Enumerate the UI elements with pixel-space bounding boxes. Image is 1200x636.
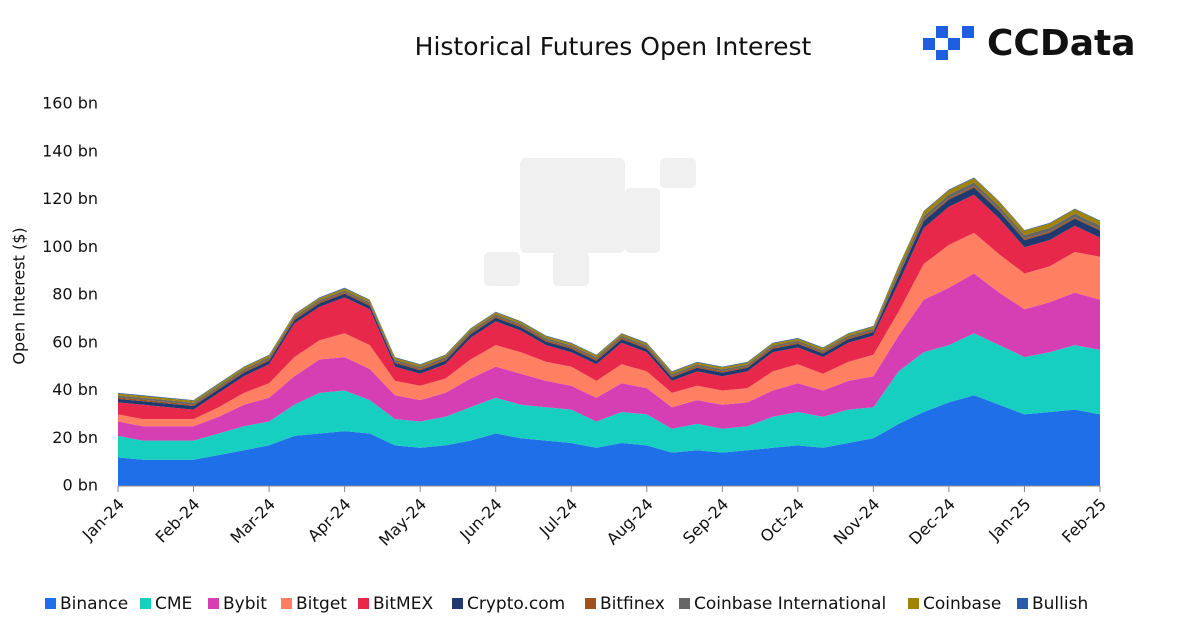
legend-label: Bullish bbox=[1032, 594, 1088, 614]
legend-swatch bbox=[452, 598, 463, 609]
x-tick-label: Mar-24 bbox=[227, 495, 280, 548]
x-tick-label: Nov-24 bbox=[830, 495, 884, 549]
chart-title: Historical Futures Open Interest bbox=[415, 32, 812, 61]
x-tick-label: Jan-25 bbox=[984, 495, 1034, 545]
legend-label: Coinbase bbox=[923, 594, 1001, 614]
legend-label: Bitget bbox=[296, 594, 347, 614]
y-tick-label: 160 bn bbox=[42, 94, 98, 113]
legend-label: Crypto.com bbox=[467, 594, 565, 614]
y-tick-label: 40 bn bbox=[52, 380, 98, 399]
area bbox=[118, 232, 1100, 427]
x-tick-label: Feb-25 bbox=[1058, 495, 1110, 547]
y-tick-label: 20 bn bbox=[52, 428, 98, 447]
y-axis-label: Open Interest ($) bbox=[10, 227, 29, 364]
legend-swatch bbox=[45, 598, 56, 609]
area bbox=[118, 273, 1100, 441]
y-tick-label: 120 bn bbox=[42, 189, 98, 208]
legend-swatch bbox=[358, 598, 369, 609]
legend-swatch bbox=[908, 598, 919, 609]
x-tick-label: May-24 bbox=[375, 495, 430, 550]
brand: CCData bbox=[987, 23, 1136, 64]
legend-label: Coinbase International bbox=[694, 594, 886, 614]
y-tick-label: 140 bn bbox=[42, 141, 98, 160]
x-tick-label: Jan-24 bbox=[78, 495, 128, 545]
watermark bbox=[484, 158, 696, 286]
legend-swatch bbox=[1017, 598, 1028, 609]
area bbox=[118, 194, 1100, 420]
x-tick-label: Sep-24 bbox=[679, 495, 732, 548]
x-tick-label: Jul-24 bbox=[535, 495, 581, 541]
legend-label: Bitfinex bbox=[600, 594, 665, 614]
logo-icon bbox=[923, 26, 974, 60]
area bbox=[118, 395, 1100, 486]
legend-swatch bbox=[281, 598, 292, 609]
y-tick-label: 100 bn bbox=[42, 237, 98, 256]
x-tick-label: Oct-24 bbox=[756, 495, 807, 546]
legend-swatch bbox=[679, 598, 690, 609]
legend-swatch bbox=[140, 598, 151, 609]
legend-swatch bbox=[208, 598, 219, 609]
legend-label: CME bbox=[155, 594, 192, 614]
y-tick-label: 80 bn bbox=[52, 285, 98, 304]
legend-swatch bbox=[585, 598, 596, 609]
y-tick-label: 60 bn bbox=[52, 332, 98, 351]
x-tick-label: Jun-24 bbox=[455, 495, 505, 545]
legend-label: Bybit bbox=[223, 594, 267, 614]
area bbox=[118, 333, 1100, 460]
x-tick-label: Apr-24 bbox=[304, 495, 355, 546]
x-tick-label: Aug-24 bbox=[603, 495, 657, 549]
legend-label: BitMEX bbox=[373, 594, 433, 614]
x-tick-label: Dec-24 bbox=[905, 495, 959, 549]
x-tick-label: Feb-24 bbox=[152, 495, 204, 547]
y-tick-label: 0 bn bbox=[62, 476, 98, 495]
legend-label: Binance bbox=[60, 594, 128, 614]
